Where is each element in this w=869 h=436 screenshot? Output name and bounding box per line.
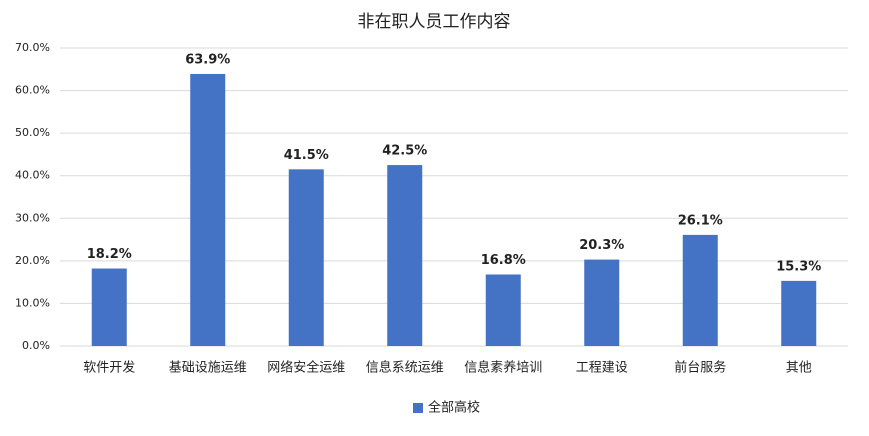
y-tick-label: 20.0% <box>15 254 50 267</box>
chart-title: 非在职人员工作内容 <box>358 12 511 32</box>
y-tick-label: 70.0% <box>15 41 50 54</box>
bar <box>485 274 521 346</box>
bar <box>584 259 620 346</box>
y-tick-label: 0.0% <box>22 339 50 352</box>
data-label: 42.5% <box>382 144 427 159</box>
bar <box>288 169 324 346</box>
data-label: 63.9% <box>185 52 230 67</box>
data-label: 26.1% <box>678 213 723 228</box>
x-tick-label: 信息系统运维 <box>366 360 444 376</box>
y-tick-label: 10.0% <box>15 296 50 309</box>
x-tick-label: 信息素养培训 <box>464 360 542 376</box>
x-tick-label: 软件开发 <box>83 360 135 376</box>
bar <box>91 268 127 346</box>
data-label: 41.5% <box>284 148 329 163</box>
bar <box>682 234 718 346</box>
data-label: 18.2% <box>87 247 132 262</box>
x-tick-label: 工程建设 <box>576 361 628 376</box>
data-label: 15.3% <box>776 259 821 274</box>
bar <box>781 280 817 346</box>
data-label: 20.3% <box>579 238 624 253</box>
y-tick-label: 30.0% <box>15 211 50 224</box>
data-label: 16.8% <box>481 253 526 268</box>
bar <box>190 73 226 347</box>
x-tick-label: 其他 <box>786 361 812 376</box>
y-tick-label: 40.0% <box>15 169 50 182</box>
legend-swatch <box>413 403 423 413</box>
x-tick-label: 前台服务 <box>674 360 726 376</box>
bar <box>387 165 423 346</box>
y-tick-label: 60.0% <box>15 84 50 97</box>
x-tick-label: 网络安全运维 <box>267 360 345 376</box>
y-tick-label: 50.0% <box>15 126 50 139</box>
x-tick-label: 基础设施运维 <box>169 361 247 376</box>
legend-label: 全部高校 <box>428 400 480 416</box>
